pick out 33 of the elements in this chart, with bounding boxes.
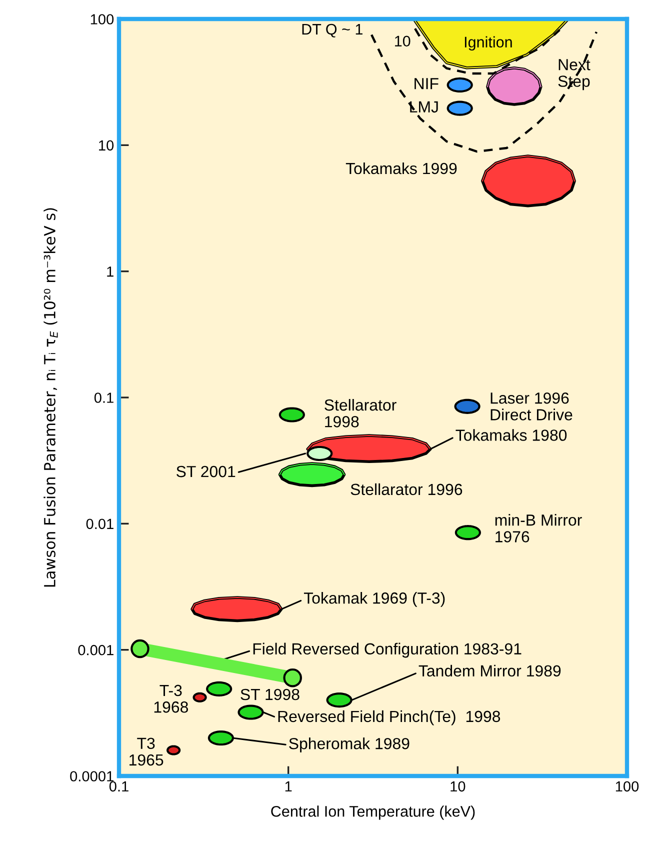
annotation: ST 2001 bbox=[176, 466, 236, 478]
y-tick-label: 1 bbox=[107, 266, 114, 277]
annotation: Next Step bbox=[558, 59, 590, 90]
x-tick-label: 100 bbox=[616, 781, 639, 792]
y-tick-label: 0.1 bbox=[94, 392, 114, 403]
series-label: DT Q ~ 1 bbox=[302, 24, 362, 38]
series-label: 10 bbox=[395, 36, 410, 47]
x-axis-title: Central Ion Temperature (keV) bbox=[271, 806, 475, 820]
annotation: Tokamaks 1999 bbox=[346, 162, 457, 174]
annotation: Reversed Field Pinch(Te) 1998 bbox=[278, 710, 500, 726]
annotation: Field Reversed Configuration 1983-91 bbox=[253, 642, 522, 658]
annotation: Laser 1996 Direct Drive bbox=[490, 392, 572, 420]
annotation: min-B Mirror 1976 bbox=[495, 514, 582, 542]
x-tick-label: 0.1 bbox=[109, 781, 128, 792]
annotation: Spheromak 1989 bbox=[289, 738, 410, 752]
x-tick-label: 10 bbox=[450, 781, 466, 792]
annotation: Tokamak 1969 (T-3) bbox=[304, 592, 445, 607]
annotation: NIF bbox=[414, 78, 438, 90]
y-tick-label: 0.0001 bbox=[70, 771, 114, 782]
y-tick-label: 0.001 bbox=[78, 644, 114, 656]
annotation: Tandem Mirror 1989 bbox=[418, 664, 561, 677]
annotation: Tokamaks 1980 bbox=[456, 429, 567, 441]
y-tick-label: 10 bbox=[99, 140, 114, 151]
annotation: Stellarator 1998 bbox=[324, 398, 396, 428]
y-tick-label: 100 bbox=[90, 14, 114, 24]
y-axis-title: Lawson Fusion Parameter, nᵢ Tᵢ τ$_{E}$ (10²⁰ m⁻³keV s) bbox=[44, 208, 58, 587]
annotation: Stellarator 1996 bbox=[350, 483, 462, 496]
x-tick-label: 1 bbox=[285, 781, 292, 792]
annotation: T-3 1968 bbox=[154, 684, 188, 713]
annotation: ST 1998 bbox=[240, 688, 300, 700]
annotation: T3 1965 bbox=[130, 738, 164, 766]
series-label: Ignition bbox=[464, 36, 512, 51]
y-tick-label: 0.01 bbox=[86, 518, 114, 530]
